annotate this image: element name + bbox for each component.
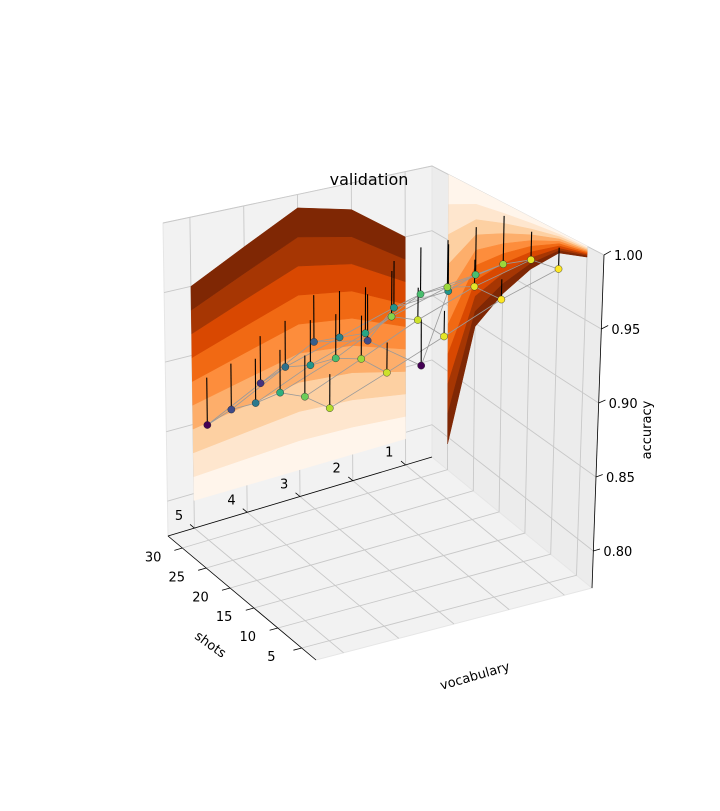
- y-tick-mark: [198, 567, 207, 571]
- data-point: [414, 316, 422, 324]
- chart-title: validation: [330, 170, 409, 189]
- data-point: [335, 333, 344, 342]
- x-tick-mark: [295, 492, 301, 497]
- data-point: [499, 260, 507, 268]
- z-tick-label: 0.85: [606, 471, 635, 486]
- data-point: [251, 399, 260, 407]
- y-tick-label: 30: [145, 551, 162, 566]
- z-tick-mark: [593, 548, 601, 552]
- y-tick-label: 5: [267, 650, 275, 665]
- data-point: [471, 270, 480, 279]
- data-point: [306, 361, 315, 370]
- z-tick-mark: [601, 325, 609, 330]
- left-projection-band: [190, 207, 406, 311]
- y-tick-label: 10: [240, 630, 257, 645]
- y-tick-label: 25: [169, 570, 186, 585]
- stem: [502, 215, 505, 265]
- z-tick-mark: [603, 250, 612, 256]
- y-tick-mark: [174, 547, 183, 551]
- stem: [446, 240, 449, 288]
- x-axis-label: shots: [192, 629, 229, 662]
- y-tick-label: 15: [216, 610, 233, 625]
- data-point: [357, 355, 366, 363]
- grid-line-y: [277, 231, 561, 629]
- grid-line-y: [253, 217, 533, 609]
- data-point: [301, 392, 309, 401]
- grid-line-y: [229, 203, 505, 589]
- data-point: [325, 404, 334, 412]
- data-point: [416, 290, 425, 298]
- data-point: [310, 338, 318, 346]
- y-tick-mark: [245, 607, 255, 611]
- z-tick-label: 0.80: [603, 545, 632, 560]
- y-axis-line: [167, 535, 317, 661]
- z-tick-label: 0.95: [611, 323, 640, 338]
- data-point: [497, 295, 506, 304]
- data-point: [554, 265, 563, 273]
- data-point: [256, 379, 265, 388]
- data-point: [387, 312, 396, 321]
- stem: [475, 227, 477, 275]
- z-tick-mark: [598, 399, 606, 404]
- data-point: [276, 388, 284, 397]
- wire-line-shots: [207, 392, 330, 426]
- data-point: [383, 368, 391, 377]
- y-tick-mark: [269, 627, 278, 631]
- x-tick-mark: [400, 460, 406, 466]
- data-point: [440, 332, 448, 341]
- z-tick-mark: [595, 474, 603, 478]
- data-point: [363, 336, 372, 345]
- wire-line-shots: [367, 286, 502, 341]
- z-axis-line: [591, 254, 605, 589]
- z-tick-label: 0.90: [609, 397, 638, 412]
- data-point: [203, 421, 212, 429]
- data-point: [281, 363, 290, 371]
- y-axis-label: vocabulary: [438, 659, 512, 693]
- data-point: [443, 283, 452, 291]
- scatter-points: [203, 255, 563, 429]
- x-tick-label: 3: [280, 477, 288, 492]
- stem: [530, 231, 533, 260]
- y-tick-label: 20: [192, 590, 209, 605]
- x-tick-label: 2: [333, 461, 341, 476]
- x-tick-label: 4: [227, 493, 235, 508]
- z-axis-label: accuracy: [640, 400, 655, 459]
- wire-line-shots: [260, 357, 387, 384]
- x-tick-mark: [242, 508, 248, 513]
- data-point: [227, 405, 236, 414]
- y-tick-mark: [221, 587, 231, 591]
- data-point: [331, 354, 340, 363]
- data-point: [390, 303, 398, 312]
- x-tick-mark: [189, 524, 195, 529]
- tick-labels: 1 2 3 4 5 5 10 15 20 25 30 0.80 0.85 0.90 0.95 1.00: [145, 249, 643, 665]
- x-tick-label: 1: [385, 445, 393, 460]
- projection-surfaces: [190, 174, 588, 501]
- x-tick-label: 5: [175, 509, 183, 524]
- stem: [206, 377, 208, 426]
- x-tick-mark: [348, 476, 354, 482]
- data-point: [527, 255, 535, 264]
- data-point: [361, 329, 370, 338]
- y-tick-mark: [293, 647, 302, 651]
- data-point: [417, 361, 425, 370]
- z-tick-label: 1.00: [614, 249, 643, 264]
- grid-line-y: [301, 246, 588, 649]
- data-point: [470, 282, 479, 291]
